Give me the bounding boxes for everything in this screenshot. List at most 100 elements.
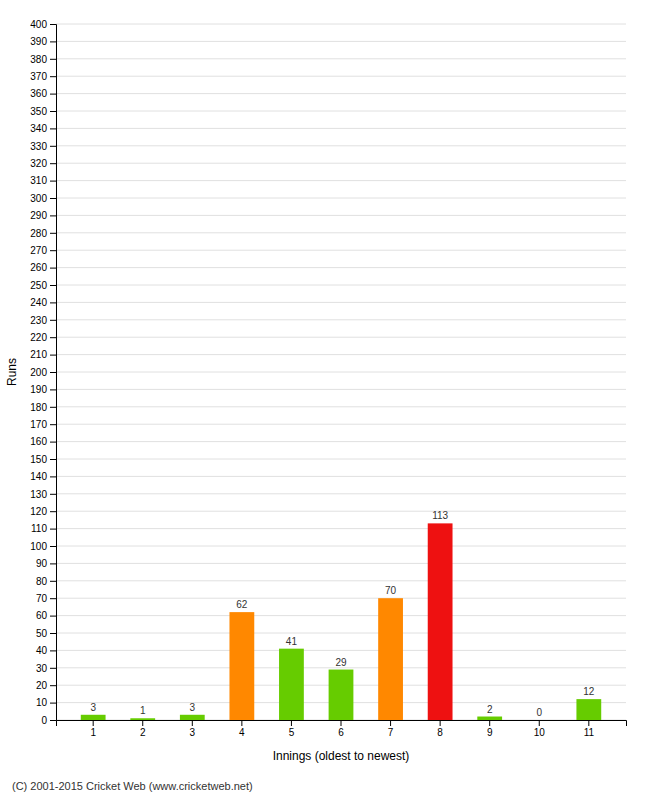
tick-label: 4 (239, 727, 245, 738)
tick-mark (50, 111, 56, 112)
tick-mark (50, 581, 56, 582)
grid-line (56, 58, 626, 59)
tick-mark (50, 302, 56, 303)
tick-label: 310 (30, 175, 47, 186)
tick-mark (50, 320, 56, 321)
tick-label: 1 (90, 727, 96, 738)
tick: 260 (30, 262, 56, 273)
tick-mark (50, 703, 56, 704)
tick-mark (50, 24, 56, 25)
tick-label: 290 (30, 210, 47, 221)
tick-label: 370 (30, 71, 47, 82)
tick-mark (489, 720, 490, 726)
tick: 100 (30, 541, 56, 552)
tick-label: 340 (30, 123, 47, 134)
tick: 290 (30, 210, 56, 221)
tick: 50 (36, 628, 56, 639)
tick-label: 50 (36, 628, 48, 639)
tick: 360 (30, 88, 56, 99)
tick-label: 140 (30, 471, 47, 482)
tick-mark (142, 720, 143, 726)
tick-mark (50, 668, 56, 669)
tick: 10 (534, 720, 546, 738)
grid-line (56, 128, 626, 129)
tick-label: 280 (30, 228, 47, 239)
grid-line (56, 650, 626, 651)
grid-line (56, 285, 626, 286)
data-label: 62 (236, 599, 248, 610)
tick-label: 190 (30, 384, 47, 395)
tick: 400 (30, 19, 56, 30)
tick-mark (588, 720, 589, 726)
grid-line (56, 302, 626, 303)
tick-label: 120 (30, 506, 47, 517)
tick-mark (390, 720, 391, 726)
tick-label: 260 (30, 262, 47, 273)
tick-mark (50, 372, 56, 373)
bar (576, 699, 601, 720)
grid-line (56, 337, 626, 338)
data-label: 3 (190, 702, 196, 713)
tick-label: 11 (584, 727, 595, 738)
tick: 380 (30, 54, 56, 65)
bar (378, 598, 403, 720)
bar (329, 670, 354, 720)
tick: 350 (30, 106, 56, 117)
tick-mark (50, 215, 56, 216)
tick: 90 (36, 558, 56, 569)
x-axis: 1234567891011 (57, 720, 627, 738)
tick: 170 (30, 419, 56, 430)
grid-line (56, 232, 626, 233)
y-axis: 0102030405060708090100110120130140150160… (30, 19, 56, 726)
chart: 3136241297011320121234567891011010203040… (0, 0, 650, 800)
bar (477, 717, 502, 720)
tick-mark (50, 198, 56, 199)
bar (527, 720, 552, 721)
y-axis-title: Runs (5, 358, 19, 386)
tick: 320 (30, 158, 56, 169)
tick-label: 240 (30, 297, 47, 308)
tick: 220 (30, 332, 56, 343)
grid-line (56, 354, 626, 355)
tick: 60 (36, 610, 56, 621)
tick-mark (50, 41, 56, 42)
grid-line (56, 180, 626, 181)
tick-mark (50, 650, 56, 651)
grid (56, 24, 626, 720)
tick-label: 60 (36, 610, 48, 621)
tick-label: 70 (36, 593, 48, 604)
grid-line (56, 93, 626, 94)
grid-line (56, 319, 626, 320)
tick-mark (50, 616, 56, 617)
data-label: 1 (140, 705, 146, 716)
tick-mark (50, 442, 56, 443)
tick: 3 (190, 720, 196, 738)
tick-mark (50, 355, 56, 356)
data-label: 2 (487, 704, 493, 715)
tick: 390 (30, 36, 56, 47)
data-label: 12 (583, 686, 595, 697)
tick: 9 (487, 720, 493, 738)
tick-mark (192, 720, 193, 726)
tick-mark (50, 268, 56, 269)
tick-label: 330 (30, 141, 47, 152)
bar (130, 718, 155, 720)
tick-label: 90 (36, 558, 48, 569)
tick: 270 (30, 245, 56, 256)
tick-label: 300 (30, 193, 47, 204)
tick-label: 390 (30, 36, 47, 47)
tick: 7 (388, 720, 394, 738)
tick-label: 3 (190, 727, 196, 738)
data-label: 29 (335, 657, 347, 668)
x-axis-title: Innings (oldest to newest) (273, 749, 410, 763)
bar (229, 612, 254, 720)
grid-line (56, 493, 626, 494)
grid-line (56, 145, 626, 146)
tick-label: 0 (41, 715, 47, 726)
grid-line (56, 615, 626, 616)
tick: 330 (30, 141, 56, 152)
tick-label: 7 (388, 727, 394, 738)
tick-mark (50, 94, 56, 95)
bar (180, 715, 205, 720)
tick-label: 130 (30, 489, 47, 500)
